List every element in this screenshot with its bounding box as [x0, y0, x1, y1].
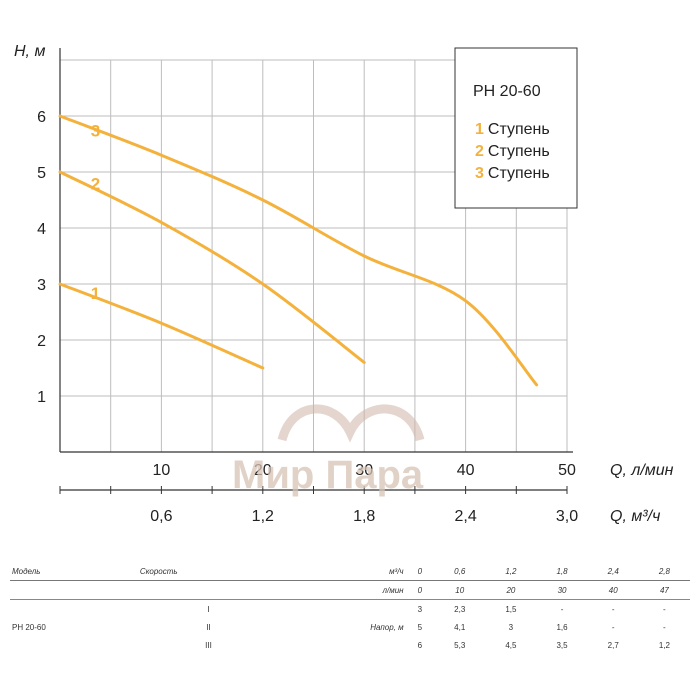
table-row: I 3 2,3 1,5 - - -	[10, 599, 690, 618]
model-cell: PH 20-60	[12, 622, 46, 632]
value-cell: 4,5	[505, 640, 517, 650]
y-tick-label: 1	[37, 389, 46, 406]
x-tick-label: 10	[153, 462, 171, 479]
y-tick-label: 4	[37, 221, 46, 238]
y-tick-label: 6	[37, 109, 46, 126]
y-tick-labels: 1 2 3 4 5 6	[37, 109, 46, 406]
series-label-1: 1	[91, 284, 100, 303]
value-cell: 3	[405, 599, 435, 618]
value-cell: 3,5	[556, 640, 568, 650]
x2-tick-label: 2,4	[454, 508, 476, 525]
series-line-1	[58, 282, 265, 370]
m3h-cell: 0	[405, 562, 435, 581]
table-flow-row: л/мин 0 10 20 30 40 47	[10, 581, 690, 600]
x-axis-title-m3h: Q, м³/ч	[610, 508, 660, 525]
x-tick-labels: 10 20 30 40 50	[153, 462, 576, 479]
speed-cell: III	[205, 640, 212, 650]
x2-tick-label: 0,6	[150, 508, 172, 525]
lmin-cell: 40	[608, 585, 618, 595]
x2-tick-label: 1,2	[252, 508, 274, 525]
series-group: 1 2 3	[58, 114, 539, 387]
col-speed: Скорость	[137, 562, 280, 581]
legend-box	[454, 47, 578, 209]
value-cell: 2,7	[607, 640, 619, 650]
m3h-cell: 1,2	[485, 562, 537, 581]
axes	[59, 48, 573, 494]
legend-entry-3: 3 Ступень	[475, 165, 550, 182]
speed-cell: II	[206, 622, 211, 632]
unit-m3h: м³/ч	[279, 562, 406, 581]
m3h-cell: 2,4	[587, 562, 639, 581]
value-cell: 1,2	[658, 640, 670, 650]
lmin-cell: 10	[455, 585, 465, 595]
col-model: Модель	[10, 562, 138, 581]
unit-lmin: л/мин	[382, 585, 404, 595]
x2-tick-label: 1,8	[353, 508, 375, 525]
watermark-text: Мир Пара	[232, 453, 424, 497]
watermark-logo	[277, 404, 425, 443]
value-cell: 4,1	[454, 622, 466, 632]
value-cell: 5,3	[454, 640, 466, 650]
m3h-cell: 2,8	[638, 562, 690, 581]
value-cell: -	[611, 622, 615, 632]
value-cell: 1,5	[485, 599, 537, 618]
y-tick-label: 2	[37, 333, 46, 350]
speed-cell: I	[137, 599, 280, 618]
y-axis-title: H, м	[14, 43, 45, 60]
value-cell: -	[587, 599, 639, 618]
table-row: III 6 5,3 4,5 3,5 2,7 1,2	[10, 636, 690, 654]
data-table: Модель Скорость м³/ч 0 0,6 1,2 1,8 2,4 2…	[10, 562, 690, 654]
y-tick-label: 3	[37, 277, 46, 294]
x-tick-label: 50	[558, 462, 576, 479]
value-cell: 6	[417, 640, 423, 650]
lmin-cell: 30	[557, 585, 567, 595]
legend-title: PH 20-60	[473, 83, 541, 100]
series-line-2	[58, 170, 366, 364]
series-label-2: 2	[91, 175, 100, 194]
x2-tick-label: 3,0	[556, 508, 578, 525]
legend: PH 20-60 1 Ступень 2 Ступень 3 Ступень	[454, 47, 578, 209]
value-cell: -	[638, 599, 690, 618]
series-label-3: 3	[91, 121, 100, 140]
value-cell: -	[536, 599, 588, 618]
m3h-cell: 1,8	[536, 562, 588, 581]
x-axis-title-lmin: Q, л/мин	[610, 462, 674, 479]
x2-tick-labels: 0,6 1,2 1,8 2,4 3,0	[150, 508, 578, 525]
lmin-cell: 47	[659, 585, 669, 595]
table-header-row: Модель Скорость м³/ч 0 0,6 1,2 1,8 2,4 2…	[10, 562, 690, 581]
x-tick-label: 20	[254, 462, 272, 479]
x-tick-label: 30	[355, 462, 373, 479]
series-line-3	[58, 114, 539, 387]
legend-entry-2: 2 Ступень	[475, 143, 550, 160]
legend-entry-1: 1 Ступень	[475, 121, 550, 138]
value-cell: 1,6	[556, 622, 568, 632]
value-cell: 5	[417, 622, 423, 632]
y-tick-label: 5	[37, 165, 46, 182]
value-cell: -	[663, 622, 666, 632]
x-tick-label: 40	[457, 462, 475, 479]
value-cell: 3	[508, 622, 514, 632]
table-row: PH 20-60 II Напор, м 5 4,1 3 1,6 - -	[10, 618, 690, 636]
lmin-cell: 20	[506, 585, 516, 595]
value-cell: 2,3	[434, 599, 486, 618]
lmin-cell: 0	[417, 585, 423, 595]
m3h-cell: 0,6	[434, 562, 486, 581]
head-label: Напор, м	[370, 622, 404, 632]
